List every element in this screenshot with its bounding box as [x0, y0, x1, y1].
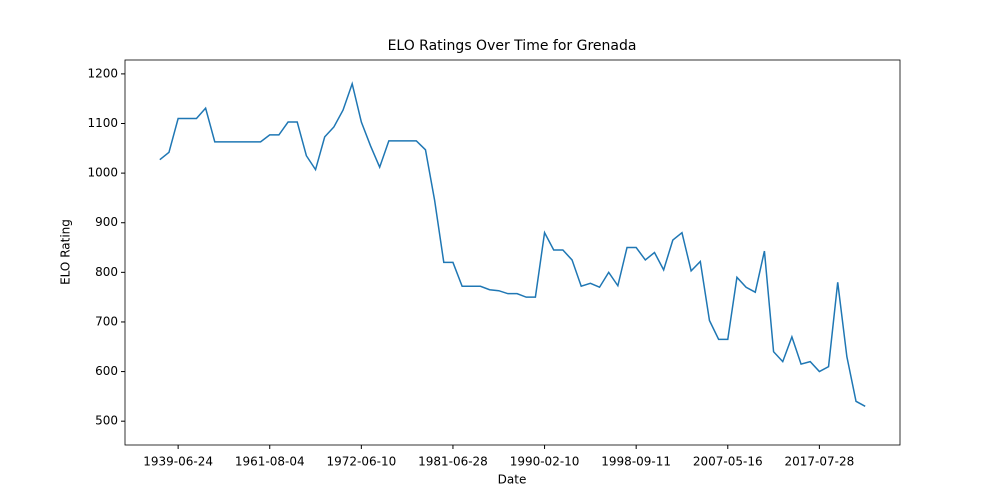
x-tick-label: 1998-09-11 [601, 455, 671, 469]
chart-title: ELO Ratings Over Time for Grenada [388, 38, 637, 54]
x-tick-label: 1990-02-10 [510, 455, 580, 469]
x-tick-label: 2007-05-16 [693, 455, 763, 469]
x-tick-label: 1961-08-04 [235, 455, 305, 469]
y-tick-label: 800 [95, 265, 118, 279]
x-axis-label: Date [498, 473, 527, 487]
y-axis-label: ELO Rating [59, 219, 73, 285]
y-tick-label: 700 [95, 314, 118, 328]
y-tick-label: 900 [95, 215, 118, 229]
x-tick-label: 1939-06-24 [143, 455, 213, 469]
y-tick-label: 500 [95, 414, 118, 428]
x-tick-label: 1981-06-28 [418, 455, 488, 469]
rating-line [159, 81, 866, 407]
plot-frame [124, 59, 901, 446]
y-tick-label: 1000 [87, 166, 118, 180]
y-tick-label: 600 [95, 364, 118, 378]
x-tick-label: 1972-06-10 [326, 455, 396, 469]
y-tick-label: 1100 [87, 116, 118, 130]
y-tick-label: 1200 [87, 66, 118, 80]
x-tick-label: 2017-07-28 [785, 455, 855, 469]
